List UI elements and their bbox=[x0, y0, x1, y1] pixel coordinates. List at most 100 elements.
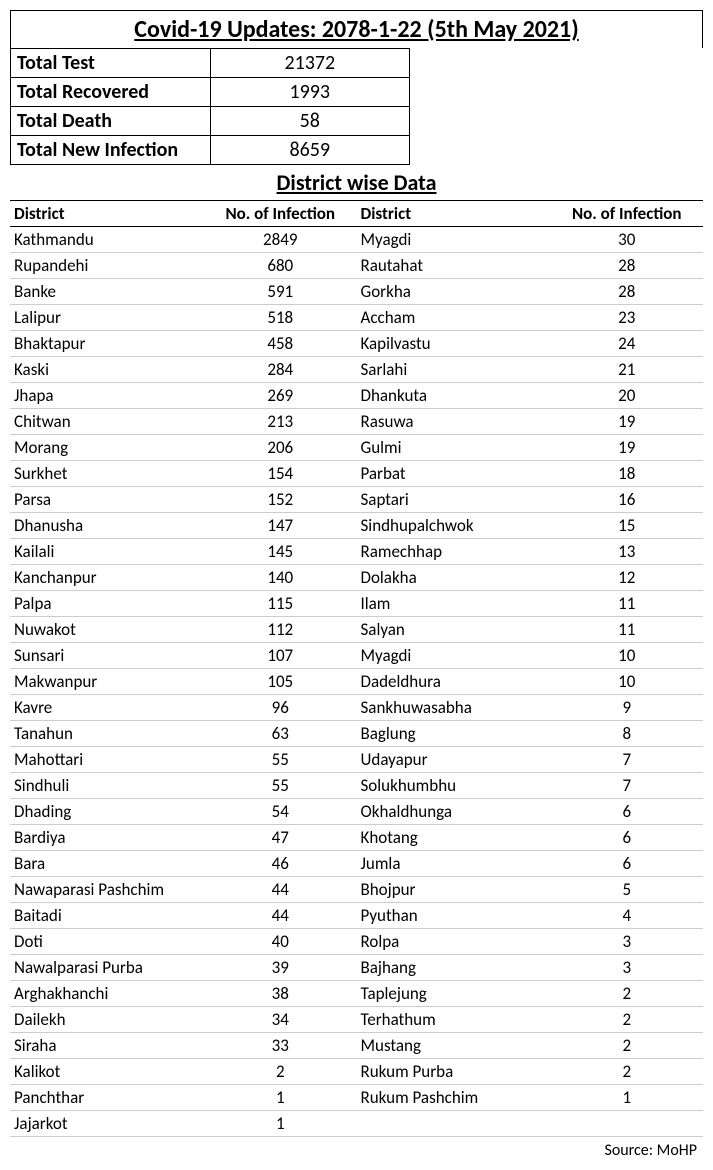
district-cell: Taplejung bbox=[356, 981, 550, 1007]
header-infection-2: No. of Infection bbox=[551, 201, 703, 227]
district-subtitle: District wise Data bbox=[10, 165, 703, 200]
infection-cell: 63 bbox=[204, 721, 356, 747]
district-cell: Dhanusha bbox=[10, 513, 204, 539]
table-row: Makwanpur105Dadeldhura10 bbox=[10, 669, 703, 695]
table-row: Nuwakot112Salyan11 bbox=[10, 617, 703, 643]
infection-cell: 11 bbox=[551, 591, 703, 617]
infection-cell: 2 bbox=[551, 981, 703, 1007]
infection-cell: 284 bbox=[204, 357, 356, 383]
infection-cell: 145 bbox=[204, 539, 356, 565]
district-cell: Okhaldhunga bbox=[356, 799, 550, 825]
infection-cell: 11 bbox=[551, 617, 703, 643]
infection-cell: 591 bbox=[204, 279, 356, 305]
district-cell: Kapilvastu bbox=[356, 331, 550, 357]
infection-cell: 2849 bbox=[204, 227, 356, 253]
district-cell: Solukhumbhu bbox=[356, 773, 550, 799]
infection-cell: 518 bbox=[204, 305, 356, 331]
infection-cell bbox=[551, 1111, 703, 1137]
district-cell: Nawalparasi Purba bbox=[10, 955, 204, 981]
table-row: Siraha33Mustang2 bbox=[10, 1033, 703, 1059]
district-cell: Jumla bbox=[356, 851, 550, 877]
table-row: Bardiya47Khotang6 bbox=[10, 825, 703, 851]
infection-cell: 47 bbox=[204, 825, 356, 851]
district-cell: Bhaktapur bbox=[10, 331, 204, 357]
infection-cell: 13 bbox=[551, 539, 703, 565]
summary-row: Total Recovered1993 bbox=[11, 78, 410, 107]
district-cell: Rasuwa bbox=[356, 409, 550, 435]
summary-label: Total New Infection bbox=[11, 136, 211, 165]
infection-cell: 2 bbox=[551, 1007, 703, 1033]
table-row: Parsa152Saptari16 bbox=[10, 487, 703, 513]
district-cell: Siraha bbox=[10, 1033, 204, 1059]
district-cell: Gulmi bbox=[356, 435, 550, 461]
table-row: Sindhuli55Solukhumbhu7 bbox=[10, 773, 703, 799]
table-row: Morang206Gulmi19 bbox=[10, 435, 703, 461]
table-row: Nawaparasi Pashchim44Bhojpur5 bbox=[10, 877, 703, 903]
district-cell: Dailekh bbox=[10, 1007, 204, 1033]
district-cell: Chitwan bbox=[10, 409, 204, 435]
district-cell: Parsa bbox=[10, 487, 204, 513]
infection-cell: 40 bbox=[204, 929, 356, 955]
infection-cell: 3 bbox=[551, 955, 703, 981]
district-cell: Sarlahi bbox=[356, 357, 550, 383]
district-cell: Surkhet bbox=[10, 461, 204, 487]
infection-cell: 55 bbox=[204, 747, 356, 773]
table-row: Kathmandu2849Myagdi30 bbox=[10, 227, 703, 253]
district-cell: Lalipur bbox=[10, 305, 204, 331]
district-cell: Sindhupalchwok bbox=[356, 513, 550, 539]
infection-cell: 20 bbox=[551, 383, 703, 409]
summary-value: 58 bbox=[210, 107, 409, 136]
header-district-1: District bbox=[10, 201, 204, 227]
infection-cell: 18 bbox=[551, 461, 703, 487]
infection-cell: 2 bbox=[551, 1059, 703, 1085]
summary-row: Total Death58 bbox=[11, 107, 410, 136]
district-cell: Parbat bbox=[356, 461, 550, 487]
district-cell: Khotang bbox=[356, 825, 550, 851]
district-cell: Kalikot bbox=[10, 1059, 204, 1085]
table-row: Banke591Gorkha28 bbox=[10, 279, 703, 305]
infection-cell: 34 bbox=[204, 1007, 356, 1033]
summary-table: Total Test21372Total Recovered1993Total … bbox=[10, 48, 410, 165]
summary-label: Total Recovered bbox=[11, 78, 211, 107]
table-row: Surkhet154Parbat18 bbox=[10, 461, 703, 487]
district-cell: Kanchanpur bbox=[10, 565, 204, 591]
district-cell bbox=[356, 1111, 550, 1137]
infection-cell: 6 bbox=[551, 825, 703, 851]
district-cell: Rupandehi bbox=[10, 253, 204, 279]
district-cell: Mahottari bbox=[10, 747, 204, 773]
district-cell: Bhojpur bbox=[356, 877, 550, 903]
table-row: Doti40Rolpa3 bbox=[10, 929, 703, 955]
infection-cell: 9 bbox=[551, 695, 703, 721]
table-row: Jhapa269Dhankuta20 bbox=[10, 383, 703, 409]
district-cell: Terhathum bbox=[356, 1007, 550, 1033]
district-cell: Rukum Purba bbox=[356, 1059, 550, 1085]
infection-cell: 6 bbox=[551, 851, 703, 877]
infection-cell: 15 bbox=[551, 513, 703, 539]
infection-cell: 152 bbox=[204, 487, 356, 513]
district-cell: Nuwakot bbox=[10, 617, 204, 643]
infection-cell: 1 bbox=[204, 1085, 356, 1111]
summary-row: Total Test21372 bbox=[11, 49, 410, 78]
table-row: Dhanusha147Sindhupalchwok15 bbox=[10, 513, 703, 539]
infection-cell: 55 bbox=[204, 773, 356, 799]
infection-cell: 2 bbox=[551, 1033, 703, 1059]
table-row: Dhading54Okhaldhunga6 bbox=[10, 799, 703, 825]
district-cell: Mustang bbox=[356, 1033, 550, 1059]
district-cell: Banke bbox=[10, 279, 204, 305]
district-cell: Palpa bbox=[10, 591, 204, 617]
table-row: Kailali145Ramechhap13 bbox=[10, 539, 703, 565]
infection-cell: 269 bbox=[204, 383, 356, 409]
district-cell: Sunsari bbox=[10, 643, 204, 669]
district-cell: Sindhuli bbox=[10, 773, 204, 799]
district-cell: Accham bbox=[356, 305, 550, 331]
infection-cell: 213 bbox=[204, 409, 356, 435]
infection-cell: 6 bbox=[551, 799, 703, 825]
table-row: Nawalparasi Purba39Bajhang3 bbox=[10, 955, 703, 981]
infection-cell: 140 bbox=[204, 565, 356, 591]
infection-cell: 23 bbox=[551, 305, 703, 331]
infection-cell: 147 bbox=[204, 513, 356, 539]
district-cell: Morang bbox=[10, 435, 204, 461]
infection-cell: 28 bbox=[551, 253, 703, 279]
source-label: Source: MoHP bbox=[10, 1137, 703, 1160]
table-row: Rupandehi680Rautahat28 bbox=[10, 253, 703, 279]
